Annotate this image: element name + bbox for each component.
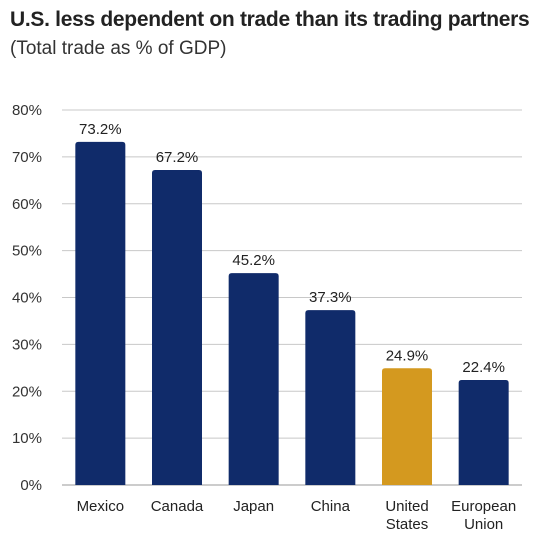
- y-tick-label-40: 40%: [12, 290, 42, 307]
- category-label-5-1: Union: [464, 516, 503, 533]
- category-label-4-1: States: [386, 516, 429, 533]
- data-label-2: 45.2%: [232, 252, 275, 269]
- category-label-2-0: Japan: [233, 498, 274, 515]
- chart-title: U.S. less dependent on trade than its tr…: [10, 8, 530, 31]
- category-label-3-0: China: [311, 498, 351, 515]
- y-tick-label-70: 70%: [12, 149, 42, 166]
- category-label-1-0: Canada: [151, 498, 204, 515]
- data-label-5: 22.4%: [462, 359, 505, 376]
- bar-2: [228, 273, 279, 485]
- y-tick-label-10: 10%: [12, 430, 42, 447]
- y-tick-label-60: 60%: [12, 196, 42, 213]
- bar-3: [305, 310, 356, 485]
- data-label-0: 73.2%: [79, 121, 122, 138]
- data-label-1: 67.2%: [156, 149, 199, 166]
- data-label-3: 37.3%: [309, 289, 352, 306]
- bar-4: [382, 368, 432, 485]
- category-label-0-0: Mexico: [77, 498, 125, 515]
- y-tick-label-80: 80%: [12, 102, 42, 119]
- bar-1: [152, 170, 202, 485]
- y-tick-label-20: 20%: [12, 383, 42, 400]
- category-label-4-0: United: [385, 498, 428, 515]
- bar-5: [458, 380, 509, 485]
- category-label-5-0: European: [451, 498, 516, 515]
- data-label-4: 24.9%: [386, 347, 429, 364]
- y-tick-label-50: 50%: [12, 243, 42, 260]
- y-tick-label-0: 0%: [20, 477, 42, 494]
- y-tick-label-30: 30%: [12, 336, 42, 353]
- bar-0: [75, 141, 126, 485]
- chart-subtitle: (Total trade as % of GDP): [10, 38, 227, 59]
